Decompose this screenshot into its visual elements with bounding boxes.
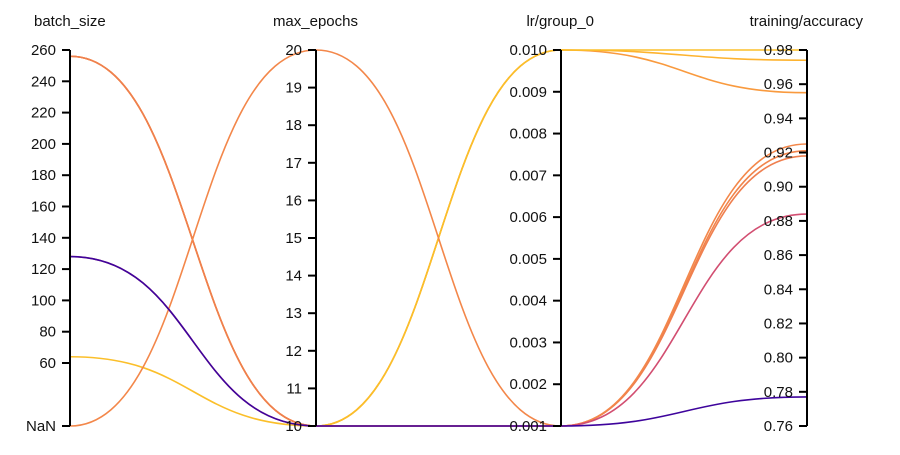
tick-label: 120 (31, 261, 56, 278)
run-line-6[interactable] (69, 49, 808, 427)
tick-label: 12 (285, 343, 302, 360)
axis-batch-size[interactable]: batch_size 260 240 220 200 180 160 140 120 100 80 6… (26, 13, 106, 435)
run-line-8[interactable] (69, 255, 808, 427)
axes: batch_size 260 240 220 200 180 160 140 120 100 80 6… (26, 13, 864, 435)
tick-label: 0.82 (764, 315, 793, 332)
tick-label: 0.90 (764, 179, 793, 196)
tick-label: 13 (285, 305, 302, 322)
tick-label: 0.80 (764, 350, 793, 367)
tick-label: 60 (39, 355, 56, 372)
axis-training-accuracy[interactable]: training/accuracy 0.98 0.96 0.94 0.92 0.90 0.8… (750, 13, 864, 435)
tick-label: 80 (39, 324, 56, 341)
tick-label: 11 (286, 380, 302, 397)
tick-label: 17 (285, 155, 302, 172)
tick-label: 0.94 (764, 110, 793, 127)
run-line-4[interactable] (69, 55, 808, 427)
tick-label: 15 (285, 230, 302, 247)
tick-label: 0.004 (509, 293, 547, 310)
tick-label: 260 (31, 42, 56, 59)
axis-title: lr/group_0 (526, 13, 594, 30)
tick-label: 0.96 (764, 76, 793, 93)
tick-label: 220 (31, 105, 56, 122)
tick-label: 0.76 (764, 418, 793, 435)
axis-max-epochs[interactable]: max_epochs 20 19 18 17 16 15 14 13 12 11 10 (273, 13, 358, 435)
tick-label: 0.88 (764, 213, 793, 230)
tick-label: 0.86 (764, 247, 793, 264)
tick-label: 0.007 (509, 167, 547, 184)
tick-label: 0.92 (764, 145, 793, 162)
tick-label: 0.006 (509, 209, 547, 226)
tick-label: 0.005 (509, 251, 547, 268)
tick-label: 0.001 (509, 418, 547, 435)
tick-label: 100 (31, 292, 56, 309)
tick-label: 16 (285, 192, 302, 209)
axis-lr-group-0[interactable]: lr/group_0 0.010 0.009 0.008 0.007 0.006 0.005… (509, 13, 594, 435)
axis-title: max_epochs (273, 13, 358, 30)
tick-label: 0.008 (509, 126, 547, 143)
tick-label: 20 (285, 42, 302, 59)
run-line-3[interactable] (69, 49, 807, 427)
tick-label: 240 (31, 73, 56, 90)
tick-label: 0.98 (764, 42, 793, 59)
axis-title: batch_size (34, 13, 106, 30)
tick-label: 140 (31, 230, 56, 247)
tick-label: 14 (285, 268, 302, 285)
tick-label: 10 (285, 418, 302, 435)
tick-label: 0.78 (764, 384, 793, 401)
tick-label: 200 (31, 136, 56, 153)
tick-label: 18 (285, 117, 302, 134)
tick-label: 180 (31, 167, 56, 184)
tick-label: NaN (26, 418, 56, 435)
tick-label: 0.003 (509, 334, 547, 351)
run-line-7[interactable] (69, 213, 808, 427)
run-line-5[interactable] (69, 55, 808, 427)
tick-label: 160 (31, 199, 56, 216)
tick-label: 0.010 (509, 42, 547, 59)
tick-label: 0.002 (509, 376, 547, 393)
tick-label: 0.009 (509, 84, 547, 101)
run-lines (69, 49, 808, 427)
tick-label: 19 (285, 80, 302, 97)
tick-label: 0.84 (764, 281, 793, 298)
axis-title: training/accuracy (750, 13, 864, 30)
